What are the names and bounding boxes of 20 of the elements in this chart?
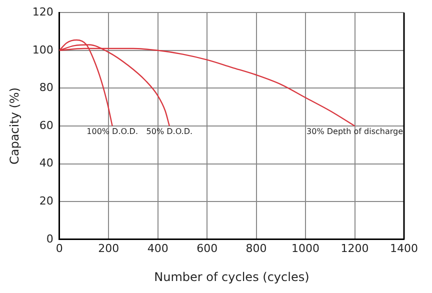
y-tick-label: 120: [32, 5, 54, 18]
annotation: 100% D.O.D.: [86, 127, 138, 136]
annotation: 50% D.O.D.: [146, 127, 193, 136]
x-tick-label: 800: [246, 242, 267, 255]
y-tick-label: 20: [39, 194, 54, 208]
x-tick-label: 1200: [340, 242, 369, 255]
annotation: 30% Depth of discharge: [306, 127, 404, 136]
x-axis-title: Number of cycles (cycles): [154, 270, 310, 284]
x-tick-label: 1000: [292, 242, 320, 255]
x-tick-label: 400: [147, 242, 168, 255]
x-tick-label: 0: [56, 242, 63, 255]
y-axis-title: Capacity (%): [7, 87, 22, 165]
x-tick-label: 600: [196, 242, 218, 255]
y-tick-label: 100: [32, 43, 54, 56]
x-tick-label: 200: [98, 242, 120, 255]
x-tick-label: 1400: [390, 242, 418, 255]
y-tick-label: 60: [39, 118, 54, 132]
y-tick-label: 80: [39, 81, 54, 94]
y-tick-label: 40: [39, 156, 54, 170]
y-tick-label: 0: [46, 232, 54, 246]
